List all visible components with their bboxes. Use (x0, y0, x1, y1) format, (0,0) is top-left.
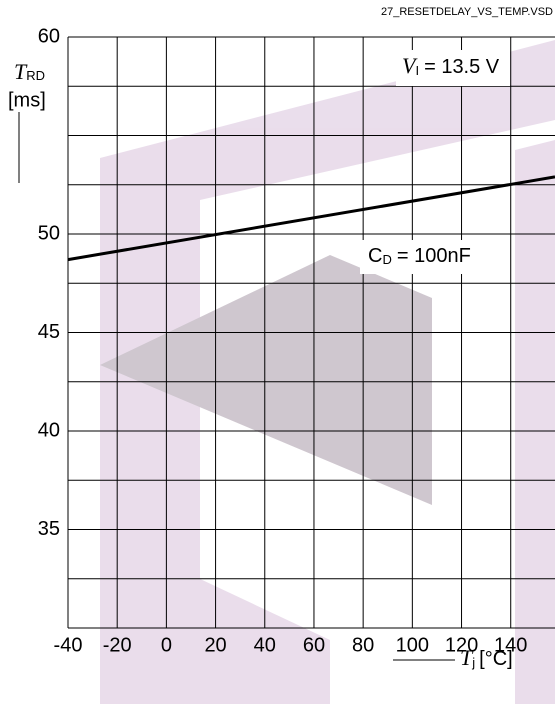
watermark (100, 40, 555, 704)
x-unit: [°C] (479, 648, 513, 670)
x-tick-label: 140 (494, 634, 527, 656)
y-tick-label: 45 (38, 321, 60, 343)
watermark-shape (515, 140, 555, 704)
y-axis-unit: [ms] (8, 89, 46, 111)
series-label: CD = 100nF (368, 245, 471, 267)
condition-box (396, 50, 510, 86)
x-axis-title: Tj [°C] (460, 645, 513, 670)
x-sub: j (471, 655, 475, 670)
series-label-box (360, 240, 510, 274)
x-tick-label: -20 (103, 634, 132, 656)
x-tick-label: 120 (445, 634, 478, 656)
y-axis-title: TRD (14, 59, 45, 84)
x-tick-label: 100 (396, 634, 429, 656)
x-symbol: T (460, 645, 474, 670)
watermark-shape (100, 255, 432, 505)
condition-sub: I (415, 63, 419, 78)
data-line (67, 175, 555, 262)
series-rest: = 100nF (397, 245, 471, 267)
y-tick-label: 40 (38, 419, 60, 441)
y-sub: RD (26, 68, 45, 83)
condition-rest: = 13.5 V (424, 56, 500, 78)
x-tick-label: -40 (54, 634, 83, 656)
y-symbol: T (14, 59, 28, 84)
y-tick-label: 60 (38, 25, 60, 47)
x-tick-label: 20 (204, 634, 226, 656)
x-tick-label: 0 (161, 634, 172, 656)
x-tick-label: 80 (352, 634, 374, 656)
condition: VI = 13.5 V (402, 53, 500, 78)
condition-symbol: V (402, 53, 418, 78)
x-tick-label: 60 (303, 634, 325, 656)
series-symbol: C (368, 245, 382, 267)
watermark-shape (100, 532, 330, 704)
series-sub: D (382, 252, 391, 267)
file-label: 27_RESETDELAY_VS_TEMP.VSD (381, 6, 553, 18)
y-tick-label: 50 (38, 222, 60, 244)
x-tick-label: 40 (254, 634, 276, 656)
y-tick-label: 35 (38, 518, 60, 540)
plot-area: 35 40 45 50 60 -40 -20 0 20 40 60 80 100 120 140 (38, 25, 555, 656)
